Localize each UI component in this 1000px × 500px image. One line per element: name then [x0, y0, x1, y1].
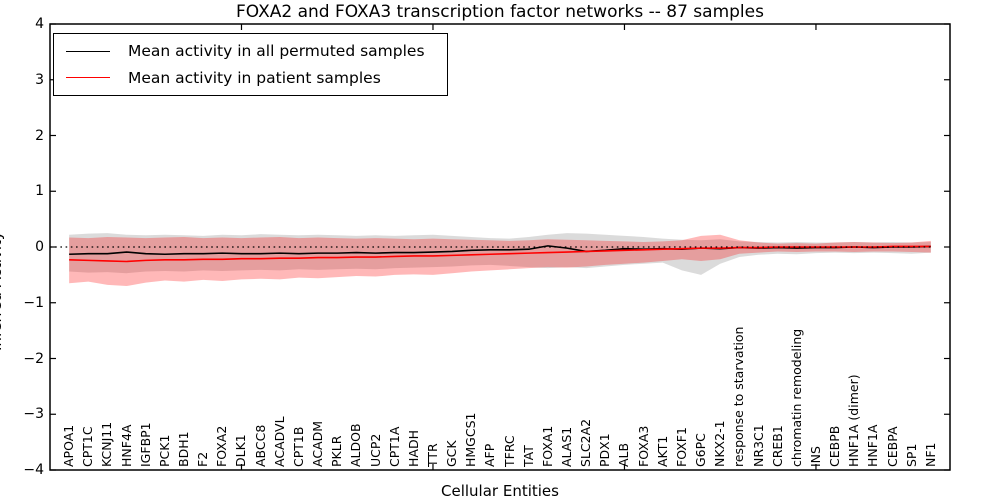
- y-tick-label: −4: [23, 462, 44, 478]
- x-tick-label: NF1: [922, 442, 938, 468]
- x-tick-label: F2: [195, 451, 211, 467]
- x-tick-label: CREB1: [769, 425, 785, 467]
- x-tick-label: ALB: [616, 442, 632, 467]
- x-tick-label: GCK: [444, 440, 460, 467]
- x-tick-label: FOXF1: [673, 427, 689, 467]
- legend-line-swatch-black: [66, 50, 110, 52]
- x-tick-label: HNF1A (dimer): [846, 374, 862, 467]
- x-tick-label: HADH: [405, 430, 421, 467]
- legend-label-patient: Mean activity in patient samples: [128, 68, 381, 87]
- x-tick-label: FOXA2: [214, 425, 230, 467]
- legend-item-permuted: Mean activity in all permuted samples: [66, 42, 447, 60]
- x-tick-label: HNF4A: [118, 424, 134, 467]
- x-tick-label: CPT1A: [386, 426, 402, 467]
- x-tick-label: ACADM: [310, 420, 326, 467]
- x-tick-label: TTR: [424, 443, 440, 467]
- y-tick-label: 2: [35, 127, 44, 144]
- y-tick-label: −3: [23, 406, 44, 423]
- x-tick-label: PCK1: [156, 434, 172, 467]
- x-tick-label: CEBPB: [827, 425, 843, 467]
- x-tick-label: NR3C1: [750, 424, 766, 467]
- x-tick-label: AFP: [482, 443, 498, 467]
- x-tick-label: SLC2A2: [578, 418, 594, 467]
- x-tick-label: UCP2: [367, 433, 383, 467]
- y-tick-label: 1: [35, 183, 44, 200]
- series-line-0: [69, 245, 931, 256]
- x-tick-label: TAT: [520, 445, 536, 467]
- x-tick-label: AKT1: [654, 435, 670, 467]
- x-tick-label: ABCC8: [252, 424, 268, 467]
- x-tick-label: CPT1C: [80, 426, 96, 467]
- x-tick-label: ACADVL: [271, 416, 287, 467]
- x-tick-label: FOXA1: [539, 425, 555, 467]
- x-tick-label: G6PC: [693, 433, 709, 467]
- y-tick-label: 4: [35, 16, 44, 32]
- x-tick-label: NKX2-1: [712, 420, 728, 467]
- y-tick-label: −2: [23, 350, 44, 367]
- y-tick-label: 3: [35, 71, 44, 88]
- x-tick-label: TFRC: [501, 435, 517, 467]
- x-tick-label: APOA1: [61, 424, 77, 467]
- x-tick-label: SP1: [903, 443, 919, 467]
- x-tick-label: IGFBP1: [137, 422, 153, 467]
- x-tick-label: PDX1: [597, 433, 613, 467]
- y-tick-label: −1: [23, 294, 44, 311]
- chart-title: FOXA2 and FOXA3 transcription factor net…: [236, 2, 764, 22]
- x-tick-label: FOXA3: [635, 425, 651, 467]
- y-tick-label: 0: [35, 239, 44, 255]
- x-axis-label: Cellular Entities: [441, 482, 559, 500]
- legend-item-patient: Mean activity in patient samples: [66, 69, 447, 87]
- series-line-1: [69, 245, 931, 263]
- x-tick-label: DLK1: [233, 434, 249, 467]
- x-tick-label: ALDOB: [348, 423, 364, 467]
- x-tick-label: PKLR: [329, 435, 345, 467]
- x-tick-label: INS: [807, 446, 823, 467]
- x-tick-label: BDH1: [176, 431, 192, 467]
- x-tick-label: HMGCS1: [463, 412, 479, 468]
- x-tick-label: ALAS1: [559, 426, 575, 467]
- legend-line-swatch-red: [66, 77, 110, 79]
- x-tick-label: chromatin remodeling: [788, 328, 804, 467]
- x-tick-label: KCNJ11: [99, 421, 115, 467]
- x-tick-label: response to starvation: [731, 326, 747, 468]
- x-tick-label: CEBPA: [884, 426, 900, 468]
- legend: Mean activity in all permuted samples Me…: [53, 33, 448, 96]
- x-tick-label: HNF1A: [865, 424, 881, 467]
- legend-label-permuted: Mean activity in all permuted samples: [128, 42, 425, 61]
- y-axis-label: Inferred Activity: [0, 231, 5, 351]
- x-tick-label: CPT1B: [290, 426, 306, 467]
